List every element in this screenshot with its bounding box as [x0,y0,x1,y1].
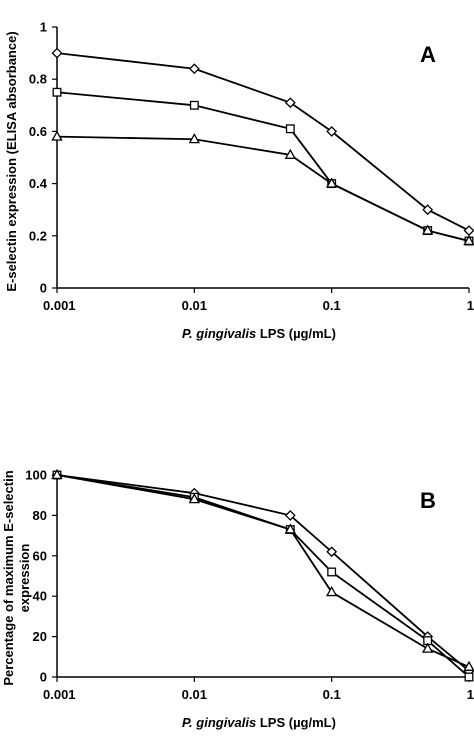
x-axis-label-rest: LPS (µg/mL) [256,715,336,730]
x-tick-label: 0.1 [323,687,341,702]
panel-label: B [420,488,436,513]
point-square [285,124,295,134]
y-tick-label: 0.2 [29,228,47,243]
x-axis-label-rest: LPS (µg/mL) [256,326,336,341]
chart-A: 0 0.2 0.4 0.6 0.8 1 0.001 0.01 0.1 1 A P. gingivali… [4,20,474,341]
point-diamond [51,47,63,59]
point-diamond [188,63,200,75]
x-tick-label: 1 [467,298,474,313]
y-tick-label: 0.8 [29,72,47,87]
point-diamond [284,509,296,521]
x-tick-label: 1 [467,687,474,702]
y-tick-label: 0.4 [29,176,48,191]
point-square [464,672,474,682]
y-tick-label: 0 [40,281,47,296]
chart-B: 0 20 40 60 80 100 0.001 0.01 0.1 1 B P. gingivalis … [1,468,474,730]
point-diamond [463,225,474,236]
y-axis-label-line2: expression [17,544,32,613]
point-triangle [421,224,434,235]
x-tick-label: 0.1 [323,298,341,313]
x-tick-label: 0.001 [43,687,76,702]
point-triangle [51,130,63,141]
point-triangle [463,660,474,671]
point-square [52,87,62,97]
y-tick-label: 20 [33,629,47,644]
point-triangle [325,586,338,597]
y-axis-label: E-selectin expression (ELISA absorbance) [4,31,19,291]
x-axis-label: P. gingivalis LPS (µg/mL) [182,715,336,730]
point-triangle [188,493,201,504]
y-tick-label: 1 [40,20,47,35]
series-line-diamond [56,52,470,232]
point-triangle [421,642,434,653]
x-axis-label-italic: P. gingivalis [182,715,256,730]
series-line-square [56,474,470,678]
point-triangle [188,133,201,144]
point-square [327,567,337,577]
y-axis-label-line1: Percentage of maximum E-selectin [1,470,16,685]
point-diamond [284,97,296,109]
series-line-triangle [56,474,470,668]
y-tick-label: 0.6 [29,124,47,139]
panel-label: A [420,42,436,67]
series-line-square [56,91,470,242]
series-line-triangle [56,135,470,242]
x-axis-label-italic: P. gingivalis [182,326,256,341]
x-axis-label: P. gingivalis LPS (µg/mL) [182,326,336,341]
x-tick-label: 0.01 [182,687,207,702]
point-triangle [463,234,474,246]
y-tick-label: 60 [33,548,47,563]
point-triangle [51,468,63,480]
x-tick-label: 0.001 [43,298,76,313]
y-tick-label: 0 [40,670,47,685]
series-line-diamond [56,474,470,672]
point-diamond [326,546,338,558]
y-tick-label: 80 [33,508,47,523]
point-triangle [284,523,297,534]
y-tick-label: 100 [25,468,47,483]
point-square [189,100,199,110]
point-triangle [325,177,338,188]
point-diamond [326,125,338,137]
point-diamond [422,204,434,216]
x-tick-label: 0.01 [182,298,207,313]
y-tick-label: 40 [33,589,47,604]
point-triangle [284,148,297,159]
